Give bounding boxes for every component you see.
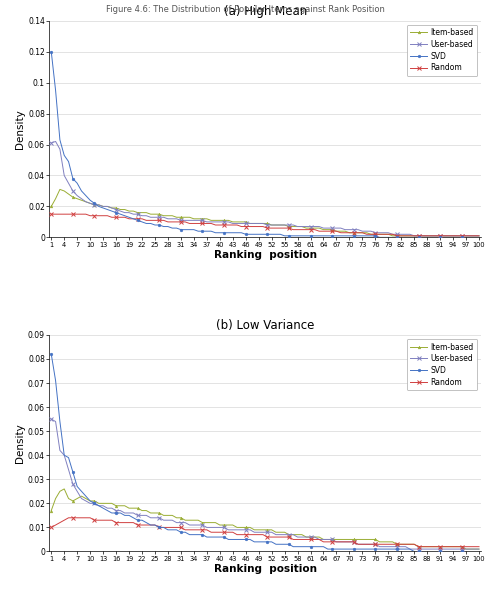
Random: [463, 543, 469, 550]
SVD: [269, 231, 274, 238]
Random: [135, 521, 140, 528]
Random: [446, 232, 452, 240]
Item-based: [135, 209, 140, 216]
Line: Item-based: Item-based: [50, 487, 480, 550]
Random: [152, 521, 158, 528]
Random: [415, 543, 421, 550]
User-based: [131, 509, 136, 517]
SVD: [459, 548, 464, 555]
SVD: [303, 543, 309, 550]
Item-based: [463, 546, 469, 553]
User-based: [450, 232, 456, 240]
User-based: [48, 416, 54, 423]
SVD: [48, 350, 54, 358]
Random: [303, 226, 309, 233]
User-based: [135, 211, 140, 218]
Random: [307, 536, 313, 543]
Item-based: [48, 507, 54, 514]
Y-axis label: Density: Density: [15, 109, 25, 149]
Random: [476, 232, 482, 240]
Item-based: [459, 543, 464, 550]
SVD: [48, 48, 54, 55]
Random: [459, 232, 464, 240]
Item-based: [307, 225, 313, 232]
SVD: [131, 514, 136, 521]
Item-based: [390, 232, 396, 240]
User-based: [407, 546, 413, 553]
SVD: [303, 232, 309, 240]
Item-based: [273, 221, 279, 228]
User-based: [463, 232, 469, 240]
User-based: [476, 232, 482, 240]
Line: Item-based: Item-based: [50, 188, 480, 237]
User-based: [307, 223, 313, 230]
User-based: [476, 546, 482, 553]
SVD: [148, 521, 154, 528]
Line: SVD: SVD: [50, 50, 480, 239]
Legend: Item-based, User-based, SVD, Random: Item-based, User-based, SVD, Random: [407, 24, 477, 76]
X-axis label: Ranking  position: Ranking position: [214, 565, 317, 575]
SVD: [476, 234, 482, 241]
Random: [476, 543, 482, 550]
Random: [394, 232, 400, 240]
Legend: Item-based, User-based, SVD, Random: Item-based, User-based, SVD, Random: [407, 339, 477, 390]
Item-based: [152, 509, 158, 517]
Random: [66, 514, 72, 521]
Item-based: [307, 534, 313, 541]
Item-based: [61, 485, 67, 492]
Item-based: [450, 232, 456, 240]
Line: SVD: SVD: [50, 353, 480, 553]
User-based: [303, 534, 309, 541]
User-based: [459, 546, 464, 553]
X-axis label: Ranking  position: Ranking position: [214, 250, 317, 260]
SVD: [459, 234, 464, 241]
User-based: [152, 213, 158, 221]
Line: User-based: User-based: [50, 417, 481, 551]
SVD: [411, 548, 417, 555]
Item-based: [446, 543, 452, 550]
Item-based: [57, 186, 63, 193]
SVD: [148, 220, 154, 227]
Item-based: [463, 232, 469, 240]
Y-axis label: Density: Density: [15, 423, 25, 463]
Item-based: [48, 203, 54, 210]
Random: [131, 215, 136, 222]
User-based: [48, 139, 54, 146]
SVD: [446, 234, 452, 241]
User-based: [269, 529, 274, 536]
User-based: [53, 138, 58, 145]
Random: [148, 217, 154, 224]
Line: User-based: User-based: [50, 140, 481, 238]
User-based: [148, 514, 154, 521]
SVD: [377, 234, 382, 241]
Title: (b) Low Variance: (b) Low Variance: [216, 319, 314, 332]
Item-based: [476, 546, 482, 553]
Random: [269, 225, 274, 232]
Random: [450, 543, 456, 550]
Item-based: [135, 505, 140, 512]
User-based: [273, 221, 279, 228]
Item-based: [273, 529, 279, 536]
SVD: [269, 538, 274, 546]
User-based: [411, 232, 417, 240]
Line: Random: Random: [50, 516, 481, 549]
SVD: [131, 215, 136, 222]
Random: [273, 534, 279, 541]
Line: Random: Random: [50, 212, 481, 238]
Random: [48, 211, 54, 218]
SVD: [446, 548, 452, 555]
Item-based: [476, 232, 482, 240]
Random: [48, 524, 54, 531]
Text: Figure 4.6: The Distribution of Popular Items against Rank Position: Figure 4.6: The Distribution of Popular …: [106, 5, 385, 14]
User-based: [446, 546, 452, 553]
SVD: [476, 548, 482, 555]
Title: (a) High Mean: (a) High Mean: [223, 5, 307, 18]
Item-based: [152, 211, 158, 218]
